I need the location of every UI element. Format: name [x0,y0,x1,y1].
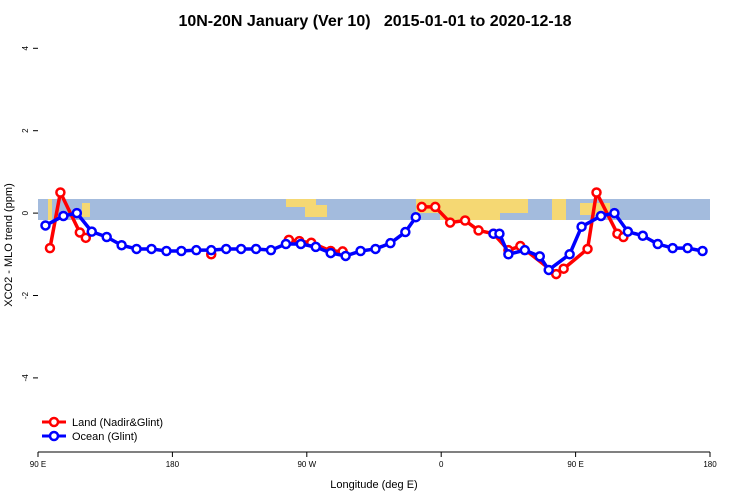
point [416,201,428,213]
point [71,207,83,219]
point [444,217,456,228]
y-tick-label: 4 [21,46,30,51]
x-tick-label: 180 [166,460,180,469]
point [682,242,693,254]
point [473,225,484,236]
point [116,239,127,251]
point [576,221,587,232]
y-tick-label: -4 [21,374,30,382]
point [40,220,51,231]
point [205,244,217,256]
point [101,231,112,243]
chart-title: 10N-20N January (Ver 10) 2015-01-01 to 2… [178,13,571,30]
point [400,226,411,238]
point [697,245,708,257]
point [220,243,232,255]
series-line [44,211,703,272]
y-axis-title: XCO2 - MLO trend (ppm) [3,183,15,306]
point [637,230,649,242]
point [459,215,471,226]
y-tick-label: 0 [21,210,30,215]
point [80,232,92,244]
point [58,210,69,222]
point [609,207,620,219]
point [295,238,307,250]
point [558,263,569,274]
y-tick-label: 2 [21,128,30,133]
point [385,237,396,249]
point [44,242,56,254]
legend-marker [48,416,60,428]
point [280,238,292,250]
point [250,243,262,255]
point [595,210,607,222]
legend-label: Ocean (Glint) [72,431,137,443]
point [191,244,202,256]
point [582,243,593,255]
point [310,241,322,253]
x-tick-label: 180 [703,460,717,469]
point [564,249,575,260]
point [146,243,157,255]
map-band [38,199,710,220]
point [429,201,441,213]
point [176,245,187,257]
point [519,244,531,256]
point [410,211,422,223]
point [370,243,381,255]
point [667,242,678,254]
point [55,187,66,198]
y-tick-label: -2 [21,291,30,299]
x-tick-label: 90 W [297,460,316,469]
x-axis-title: Longitude (deg E) [330,479,417,491]
legend-marker [48,430,60,442]
point [235,243,247,255]
point [265,244,277,256]
point [550,268,562,280]
legend-label: Land (Nadir&Glint) [72,417,163,429]
point [591,187,602,198]
x-tick-label: 90 E [30,460,46,469]
point [86,226,98,237]
point [494,228,505,239]
point [652,238,663,250]
point [622,226,634,237]
point [161,245,172,257]
point [325,247,336,259]
point [340,250,351,262]
point [534,251,546,262]
point [543,264,554,276]
x-tick-label: 0 [439,460,444,469]
x-tick-label: 90 E [567,460,583,469]
point [131,243,142,255]
point [503,249,514,260]
point [355,245,366,257]
